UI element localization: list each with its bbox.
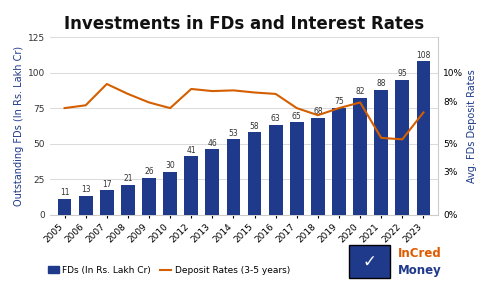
Legend: FDs (In Rs. Lakh Cr), Deposit Rates (3-5 years): FDs (In Rs. Lakh Cr), Deposit Rates (3-5… xyxy=(44,262,293,279)
Text: 68: 68 xyxy=(313,107,323,116)
Bar xyxy=(163,172,177,214)
Text: ✓: ✓ xyxy=(363,253,376,271)
Bar xyxy=(184,156,198,214)
Text: 95: 95 xyxy=(397,69,407,78)
Bar xyxy=(79,196,93,214)
Bar xyxy=(290,122,304,214)
Bar xyxy=(332,108,346,214)
Text: 26: 26 xyxy=(144,167,154,176)
Text: 82: 82 xyxy=(356,88,365,96)
Bar xyxy=(395,80,409,214)
Bar xyxy=(227,139,241,214)
Y-axis label: Outstanding FDs (In Rs. Lakh Cr): Outstanding FDs (In Rs. Lakh Cr) xyxy=(13,46,23,206)
Text: 41: 41 xyxy=(186,146,196,155)
Text: 11: 11 xyxy=(60,188,69,197)
FancyBboxPatch shape xyxy=(349,245,390,279)
Bar xyxy=(121,185,135,214)
Text: 46: 46 xyxy=(208,138,217,148)
Text: 75: 75 xyxy=(334,98,344,106)
Text: Money: Money xyxy=(398,265,442,277)
Bar xyxy=(374,90,388,214)
Text: 58: 58 xyxy=(250,122,259,130)
Bar xyxy=(142,178,156,214)
Text: 88: 88 xyxy=(376,79,386,88)
Bar xyxy=(58,199,71,214)
Bar xyxy=(417,61,430,215)
Bar xyxy=(269,125,282,214)
Text: InCred: InCred xyxy=(398,247,442,260)
Text: 17: 17 xyxy=(102,180,112,189)
Title: Investments in FDs and Interest Rates: Investments in FDs and Interest Rates xyxy=(64,15,424,33)
Bar xyxy=(311,118,325,214)
Bar xyxy=(100,190,114,214)
Bar xyxy=(353,98,367,214)
Text: 53: 53 xyxy=(229,129,239,138)
Text: 65: 65 xyxy=(292,112,302,121)
Bar xyxy=(206,149,219,214)
Text: 63: 63 xyxy=(271,114,280,124)
Bar xyxy=(248,132,261,214)
Text: 108: 108 xyxy=(416,51,431,59)
Text: 13: 13 xyxy=(81,185,91,194)
Y-axis label: Avg. FDs Deposit Rates: Avg. FDs Deposit Rates xyxy=(468,69,478,183)
Text: 21: 21 xyxy=(123,174,132,183)
Text: 30: 30 xyxy=(165,161,175,170)
